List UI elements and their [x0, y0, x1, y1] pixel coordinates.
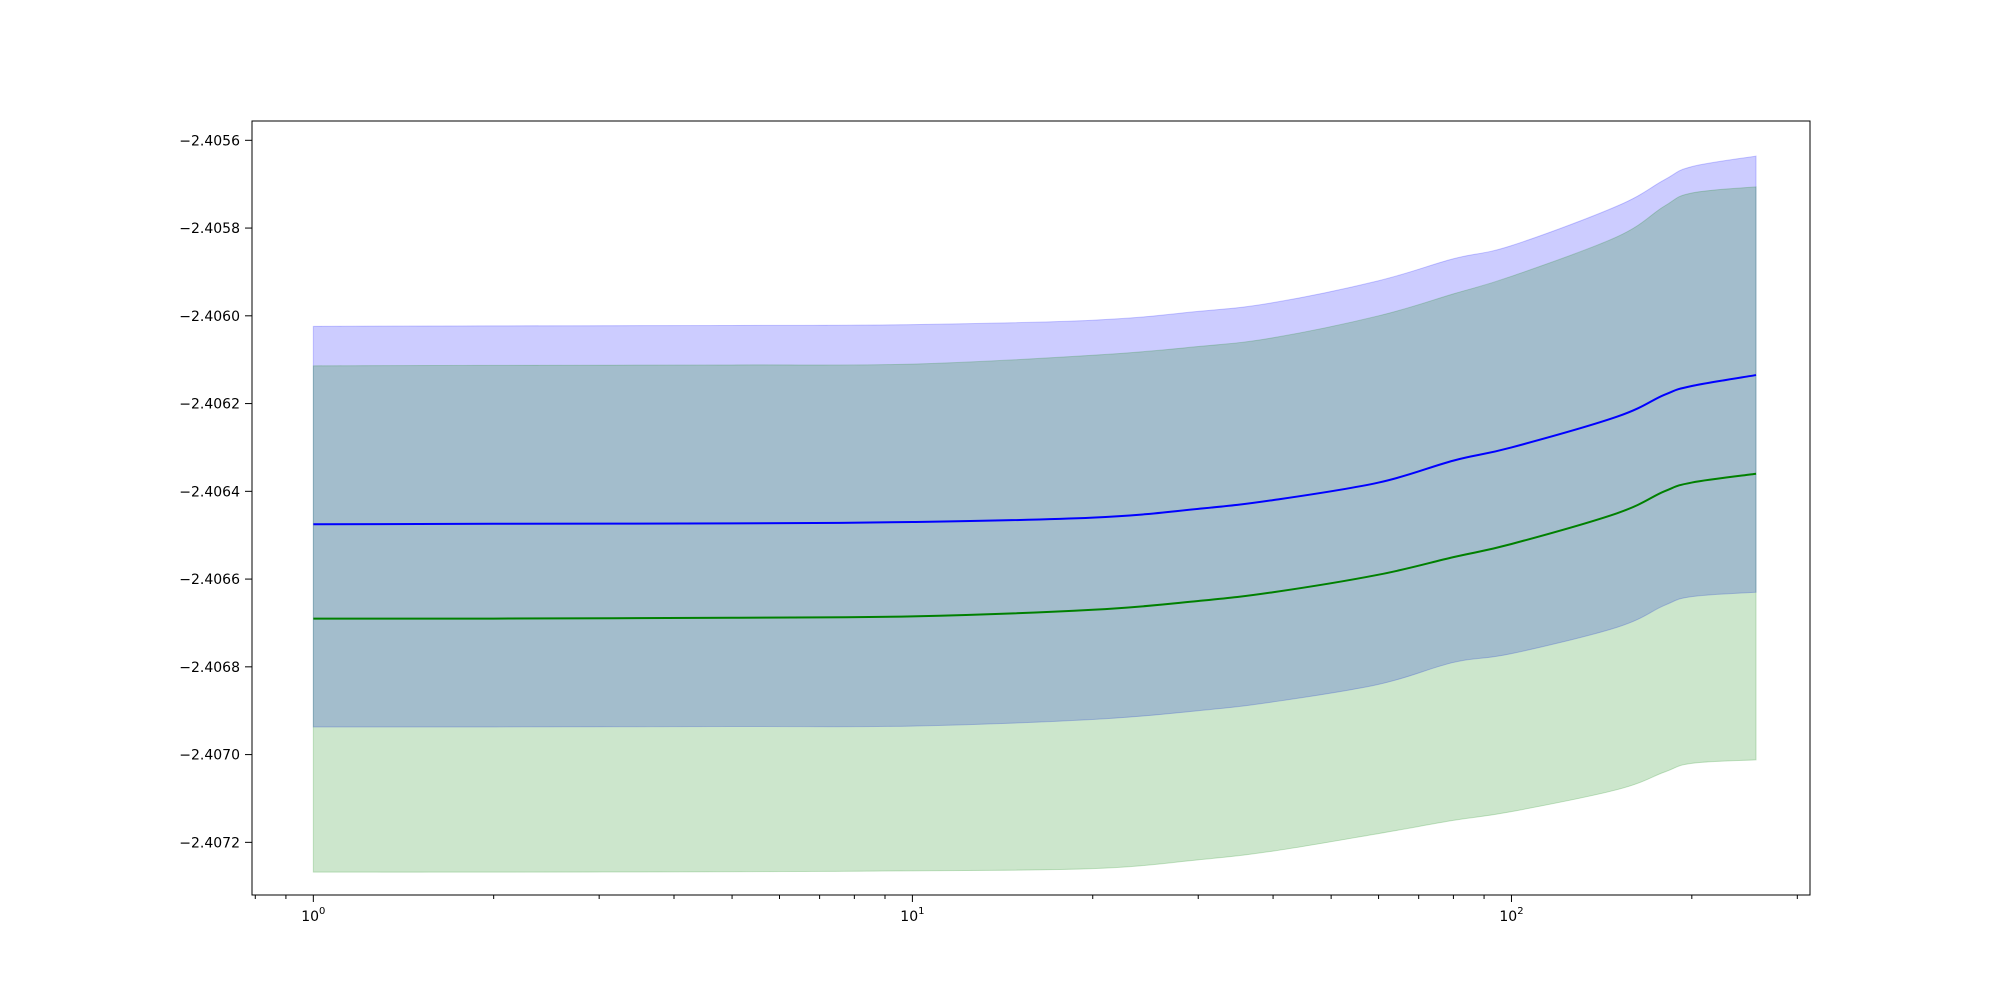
mean-line-0 [313, 374, 1757, 526]
y-axis: −2.4056 −2.4058 −2.4060 −2.4062 −2.4064 −2.40… [179, 133, 252, 851]
band-1 [312, 186, 1757, 873]
y-tick-label: −2.4064 [179, 484, 240, 500]
y-tick-label: −2.4058 [179, 221, 240, 237]
y-tick-label: −2.4072 [179, 835, 240, 851]
x-tick-label: 102 [1499, 906, 1523, 925]
confidence-bands [312, 155, 1757, 873]
band-0 [312, 155, 1757, 728]
mean-lines [313, 374, 1757, 620]
mean-line-1 [313, 472, 1757, 620]
x-axis: 100 101 102 [254, 895, 1798, 925]
y-tick-label: −2.4066 [179, 572, 240, 588]
y-tick-label: −2.4056 [179, 133, 240, 149]
x-tick-label: 100 [301, 906, 325, 925]
y-tick-label: −2.4060 [179, 309, 240, 325]
y-tick-label: −2.4062 [179, 397, 240, 413]
y-tick-label: −2.4068 [179, 660, 240, 676]
y-tick-label: −2.4070 [179, 748, 240, 764]
x-tick-label: 101 [900, 906, 924, 925]
plot-frame [251, 120, 1811, 896]
